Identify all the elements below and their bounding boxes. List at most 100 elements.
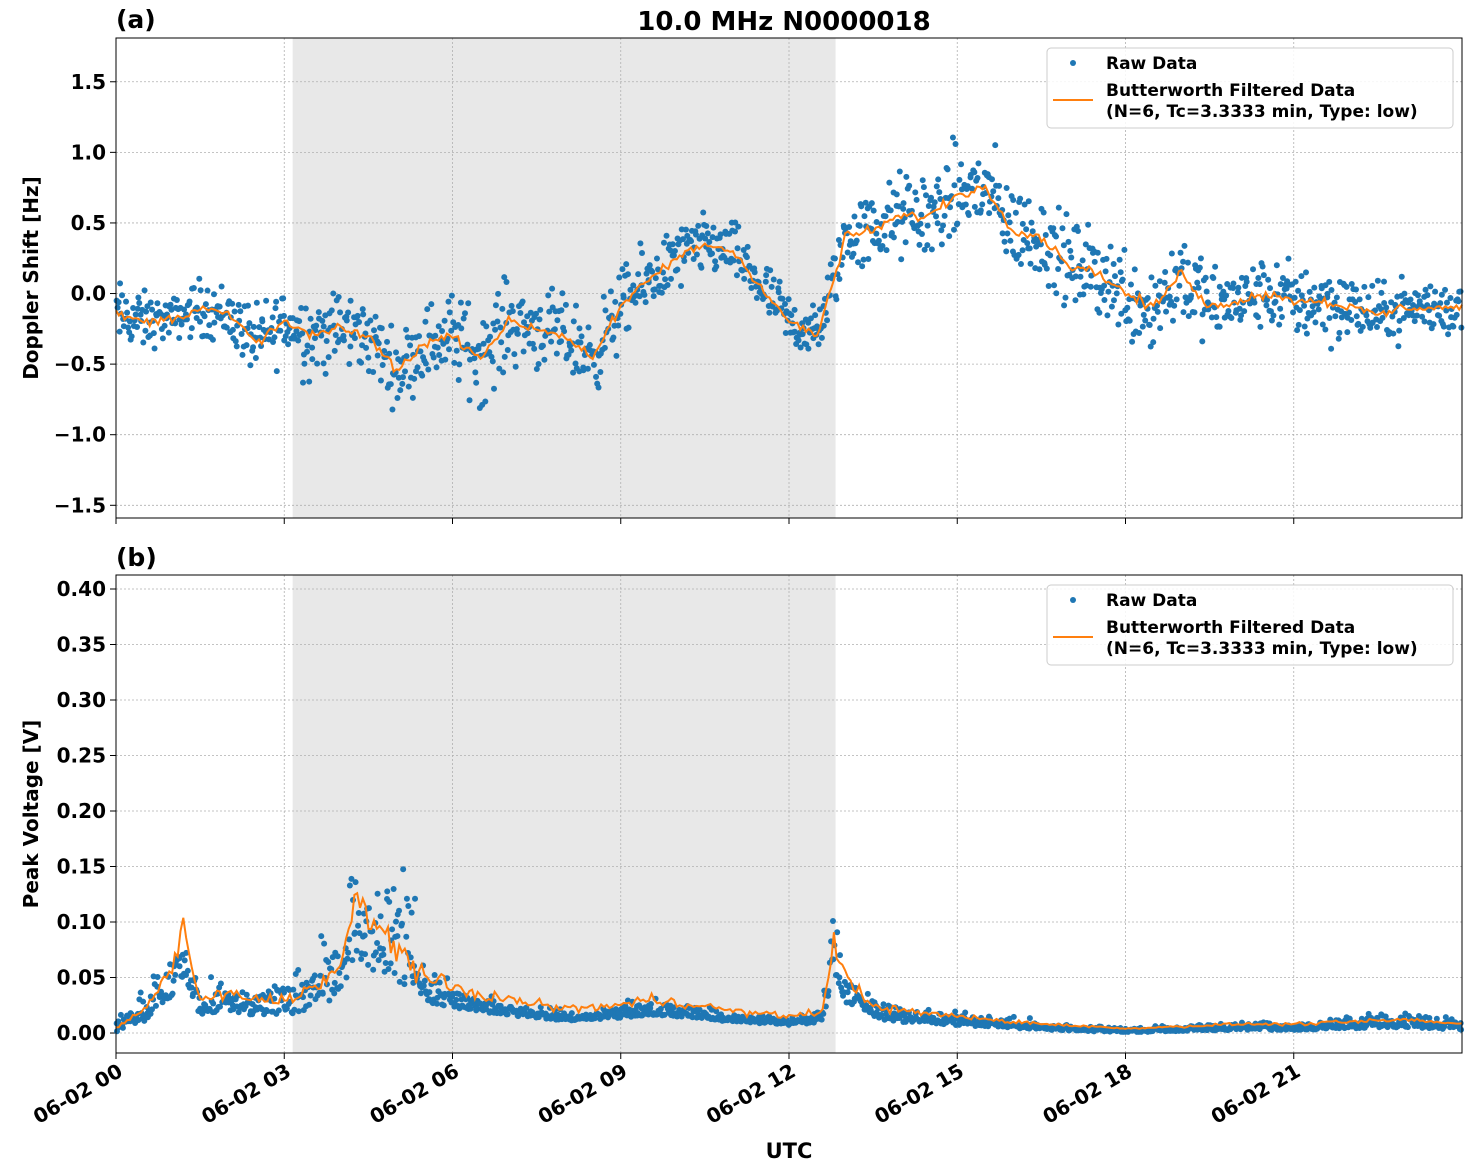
raw-data-point bbox=[408, 909, 415, 916]
raw-data-point bbox=[1129, 338, 1136, 345]
raw-data-point bbox=[285, 341, 292, 348]
raw-data-point bbox=[713, 263, 720, 270]
raw-data-point bbox=[1373, 324, 1380, 331]
raw-data-point bbox=[975, 160, 982, 167]
raw-data-point bbox=[1053, 233, 1060, 240]
y-tick-label: −1.0 bbox=[54, 423, 106, 447]
raw-data-point bbox=[1194, 279, 1201, 286]
raw-data-point bbox=[1053, 290, 1060, 297]
raw-data-point bbox=[306, 1001, 313, 1008]
raw-data-point bbox=[430, 354, 437, 361]
raw-data-point bbox=[1065, 238, 1072, 245]
raw-data-point bbox=[607, 288, 614, 295]
raw-data-point bbox=[343, 317, 350, 324]
raw-data-point bbox=[766, 309, 773, 316]
raw-data-point bbox=[779, 295, 786, 302]
raw-data-point bbox=[708, 1006, 715, 1013]
raw-data-point bbox=[669, 241, 676, 248]
raw-data-point bbox=[150, 330, 157, 337]
raw-data-point bbox=[499, 305, 506, 312]
raw-data-point bbox=[1384, 1024, 1391, 1031]
raw-data-point bbox=[1285, 255, 1292, 262]
raw-data-point bbox=[117, 1011, 124, 1018]
raw-data-point bbox=[954, 220, 961, 227]
raw-data-point bbox=[788, 312, 795, 319]
raw-data-point bbox=[650, 293, 657, 300]
raw-data-point bbox=[377, 377, 384, 384]
raw-data-point bbox=[1115, 321, 1122, 328]
raw-data-point bbox=[1153, 302, 1160, 309]
raw-data-point bbox=[615, 322, 622, 329]
raw-data-point bbox=[344, 955, 351, 962]
raw-data-point bbox=[1344, 329, 1351, 336]
raw-data-point bbox=[812, 312, 819, 319]
raw-data-point bbox=[140, 998, 147, 1005]
raw-data-point bbox=[1363, 312, 1370, 319]
raw-data-point bbox=[1292, 278, 1299, 285]
raw-data-point bbox=[1335, 335, 1342, 342]
raw-data-point bbox=[422, 318, 429, 325]
raw-data-point bbox=[1188, 292, 1195, 299]
raw-data-point bbox=[533, 365, 540, 372]
panel-label: (a) bbox=[116, 5, 156, 34]
raw-data-point bbox=[331, 979, 338, 986]
raw-data-point bbox=[354, 312, 361, 319]
raw-data-point bbox=[696, 1006, 703, 1013]
raw-data-point bbox=[1063, 211, 1070, 218]
raw-data-point bbox=[453, 996, 460, 1003]
raw-data-point bbox=[1416, 298, 1423, 305]
raw-data-point bbox=[1263, 302, 1270, 309]
raw-data-point bbox=[237, 308, 244, 315]
raw-data-point bbox=[767, 267, 774, 274]
raw-data-point bbox=[1110, 260, 1117, 267]
raw-data-point bbox=[436, 979, 443, 986]
raw-data-point bbox=[651, 286, 658, 293]
raw-data-point bbox=[637, 240, 644, 247]
raw-data-point bbox=[797, 344, 804, 351]
raw-data-point bbox=[355, 909, 362, 916]
raw-data-point bbox=[700, 209, 707, 216]
raw-data-point bbox=[941, 212, 948, 219]
raw-data-point bbox=[398, 920, 405, 927]
raw-data-point bbox=[920, 184, 927, 191]
raw-data-point bbox=[217, 980, 224, 987]
filtered-data-line bbox=[115, 891, 1463, 1030]
raw-data-point bbox=[773, 307, 780, 314]
raw-data-point bbox=[302, 305, 309, 312]
raw-data-point bbox=[497, 324, 504, 331]
raw-data-point bbox=[125, 324, 132, 331]
legend-raw-marker bbox=[1070, 60, 1076, 66]
raw-data-point bbox=[647, 1001, 654, 1008]
raw-data-point bbox=[319, 990, 326, 997]
raw-data-point bbox=[717, 231, 724, 238]
raw-data-point bbox=[456, 361, 463, 368]
legend-box bbox=[1046, 47, 1454, 129]
raw-data-point bbox=[503, 278, 510, 285]
raw-data-point bbox=[295, 337, 302, 344]
raw-data-point bbox=[124, 309, 131, 316]
raw-data-point bbox=[457, 299, 464, 306]
raw-data-point bbox=[188, 984, 195, 991]
raw-data-point bbox=[641, 291, 648, 298]
raw-data-point bbox=[140, 339, 147, 346]
raw-data-point bbox=[461, 310, 468, 317]
raw-data-point bbox=[186, 298, 193, 305]
raw-data-point bbox=[403, 933, 410, 940]
raw-data-point bbox=[1010, 1013, 1017, 1020]
raw-data-series bbox=[113, 866, 1465, 1035]
raw-data-point bbox=[584, 365, 591, 372]
raw-data-point bbox=[1352, 299, 1359, 306]
raw-data-point bbox=[355, 922, 362, 929]
raw-data-point bbox=[1072, 273, 1079, 280]
raw-data-point bbox=[216, 303, 223, 310]
y-tick-label: 0.15 bbox=[57, 855, 106, 879]
raw-data-point bbox=[1270, 312, 1277, 319]
raw-data-point bbox=[1152, 282, 1159, 289]
raw-data-point bbox=[933, 183, 940, 190]
raw-data-point bbox=[782, 301, 789, 308]
raw-data-point bbox=[1413, 312, 1420, 319]
raw-data-point bbox=[451, 359, 458, 366]
raw-data-point bbox=[401, 981, 408, 988]
raw-data-point bbox=[172, 971, 179, 978]
